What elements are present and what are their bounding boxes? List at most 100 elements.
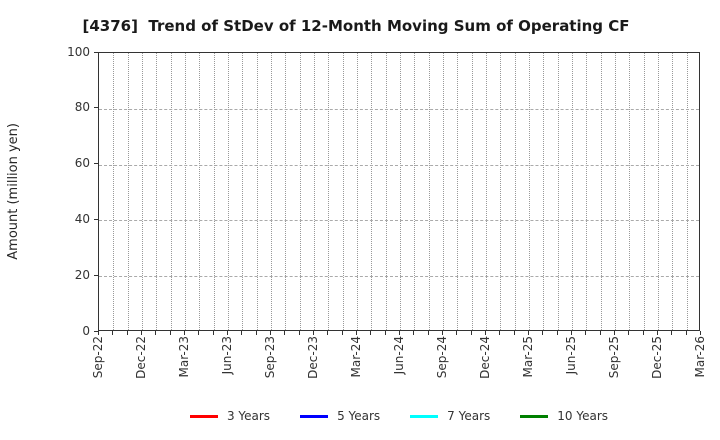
legend-line-swatch — [300, 414, 329, 418]
x-tick-mark — [370, 331, 372, 335]
x-tick-mark — [542, 331, 544, 335]
x-tick-label: Mar-26 — [693, 336, 707, 378]
horizontal-gridline — [99, 276, 699, 278]
plot-area — [98, 52, 700, 331]
y-tick-label: 40 — [74, 211, 90, 226]
x-tick-label: Sep-25 — [607, 336, 621, 379]
x-tick-mark — [700, 331, 701, 335]
y-axis-label-wrap: Amount (million yen) — [6, 52, 21, 331]
x-tick-label: Jun-24 — [392, 336, 406, 375]
vertical-gridline — [156, 53, 158, 330]
y-tick-mark — [94, 51, 98, 53]
vertical-gridline — [500, 53, 502, 330]
vertical-gridline — [414, 53, 416, 330]
vertical-gridline — [142, 53, 143, 330]
y-tick-label: 80 — [74, 100, 90, 115]
x-tick-mark — [327, 331, 329, 335]
vertical-gridline — [170, 53, 172, 330]
chart-title: [4376] Trend of StDev of 12-Month Moving… — [82, 17, 630, 35]
x-tick-mark — [198, 331, 200, 335]
y-tick-label: 0 — [82, 323, 90, 338]
x-tick-label: Mar-24 — [349, 336, 363, 378]
x-tick-mark — [442, 331, 443, 335]
x-tick-mark — [642, 331, 644, 335]
horizontal-gridline — [99, 108, 699, 110]
x-tick-mark — [628, 331, 630, 335]
x-tick-mark — [685, 331, 687, 335]
vertical-gridline — [213, 53, 215, 330]
legend-line-swatch — [410, 414, 439, 418]
vertical-gridline — [428, 53, 430, 330]
x-tick-mark — [98, 331, 99, 335]
vertical-gridline — [471, 53, 473, 330]
y-tick-mark — [94, 218, 98, 220]
x-tick-label: Jun-25 — [564, 336, 578, 375]
x-tick-mark — [298, 331, 300, 335]
legend-label: 5 Years — [337, 409, 381, 423]
vertical-gridline — [271, 53, 272, 330]
x-tick-mark — [270, 331, 271, 335]
y-tick-label: 100 — [67, 44, 90, 59]
x-tick-mark — [184, 331, 185, 335]
x-tick-mark — [241, 331, 243, 335]
x-tick-label: Sep-22 — [91, 336, 105, 379]
x-tick-mark — [456, 331, 458, 335]
y-tick-label: 60 — [74, 156, 90, 171]
x-tick-mark — [313, 331, 314, 335]
x-tick-mark — [155, 331, 157, 335]
vertical-gridline — [615, 53, 616, 330]
x-tick-mark — [141, 331, 142, 335]
x-tick-mark — [499, 331, 501, 335]
x-tick-mark — [399, 331, 400, 335]
legend: 3 Years 5 Years 7 Years 10 Years — [98, 405, 700, 427]
x-tick-label: Sep-24 — [435, 336, 449, 379]
vertical-gridline — [514, 53, 516, 330]
vertical-gridline — [486, 53, 487, 330]
vertical-gridline — [185, 53, 186, 330]
x-tick-mark — [341, 331, 343, 335]
vertical-gridline — [557, 53, 559, 330]
x-tick-mark — [284, 331, 286, 335]
vertical-gridline — [342, 53, 344, 330]
vertical-gridline — [686, 53, 688, 330]
horizontal-gridline — [99, 220, 699, 222]
vertical-gridline — [256, 53, 258, 330]
vertical-gridline — [600, 53, 602, 330]
x-tick-mark — [169, 331, 171, 335]
y-tick-label: 20 — [74, 267, 90, 282]
y-tick-mark — [94, 274, 98, 276]
vertical-gridline — [443, 53, 444, 330]
vertical-gridline — [228, 53, 229, 330]
vertical-gridline — [357, 53, 358, 330]
vertical-gridline — [658, 53, 659, 330]
vertical-gridline — [586, 53, 588, 330]
vertical-gridline — [643, 53, 645, 330]
x-tick-mark — [255, 331, 257, 335]
legend-item: 5 Years — [300, 409, 380, 423]
vertical-gridline — [672, 53, 674, 330]
x-tick-label: Dec-22 — [134, 336, 148, 379]
x-tick-mark — [413, 331, 415, 335]
vertical-gridline — [314, 53, 315, 330]
legend-label: 10 Years — [557, 409, 609, 423]
x-tick-label: Mar-23 — [177, 336, 191, 378]
x-tick-label: Dec-24 — [478, 336, 492, 379]
vertical-gridline — [199, 53, 201, 330]
x-tick-mark — [671, 331, 673, 335]
vertical-gridline — [400, 53, 401, 330]
vertical-gridline — [385, 53, 387, 330]
vertical-gridline — [299, 53, 301, 330]
x-tick-mark — [384, 331, 386, 335]
x-tick-mark — [657, 331, 658, 335]
x-tick-label: Sep-23 — [263, 336, 277, 379]
x-tick-mark — [356, 331, 357, 335]
y-tick-mark — [94, 163, 98, 165]
legend-item: 3 Years — [189, 409, 270, 423]
vertical-gridline — [127, 53, 129, 330]
x-tick-mark — [556, 331, 558, 335]
vertical-gridline — [529, 53, 530, 330]
vertical-gridline — [371, 53, 373, 330]
x-tick-mark — [599, 331, 601, 335]
x-tick-mark — [212, 331, 214, 335]
x-tick-mark — [427, 331, 429, 335]
